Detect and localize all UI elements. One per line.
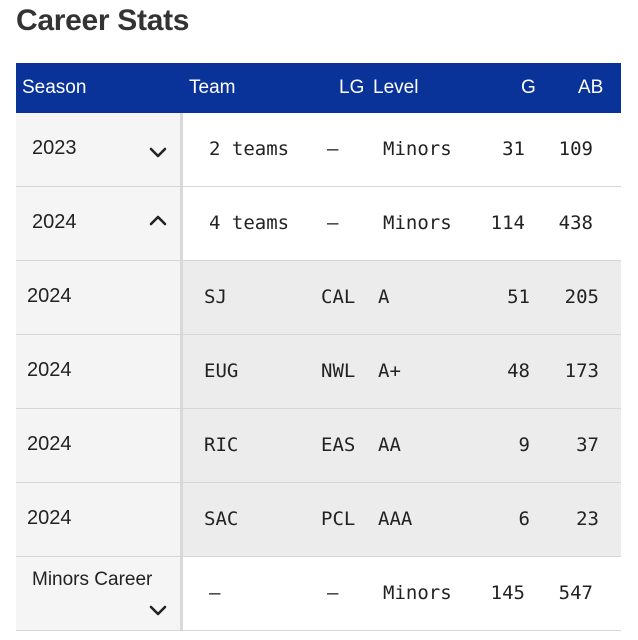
chevron-up-icon[interactable] [149, 214, 167, 226]
lg-cell: – [327, 212, 339, 234]
table-header: Season Team LG Level G AB [16, 63, 621, 113]
g-cell: 145 [490, 582, 525, 604]
ab-cell: 173 [564, 360, 599, 382]
season-cell: 2024 [16, 261, 183, 334]
level-cell: A [378, 286, 390, 308]
season-cell[interactable]: Minors Career [16, 557, 183, 630]
g-cell: 9 [518, 434, 530, 456]
chevron-down-icon[interactable] [149, 605, 167, 617]
career-stats-table: Season Team LG Level G AB 2023 2 teams –… [16, 63, 621, 631]
ab-cell: 37 [576, 434, 599, 456]
table-row: 2024 RIC EAS AA 9 37 [16, 409, 621, 483]
header-season[interactable]: Season [22, 77, 87, 98]
team-cell: 2 teams [209, 138, 290, 160]
ab-cell: 547 [558, 582, 593, 604]
season-cell[interactable]: 2023 [16, 113, 183, 186]
page-title: Career Stats [16, 4, 190, 37]
chevron-down-icon[interactable] [149, 147, 167, 159]
lg-cell: EAS [321, 434, 356, 456]
season-label: 2024 [27, 359, 72, 381]
team-cell: – [209, 582, 221, 604]
header-ab[interactable]: AB [578, 77, 604, 98]
level-cell: Minors [383, 212, 452, 234]
level-cell: A+ [378, 360, 401, 382]
level-cell: AA [378, 434, 401, 456]
header-g[interactable]: G [521, 77, 536, 98]
ab-cell: 23 [576, 508, 599, 530]
team-cell[interactable]: EUG [204, 360, 239, 382]
season-label: 2024 [27, 285, 72, 307]
team-cell[interactable]: SAC [204, 508, 239, 530]
table-row-career[interactable]: Minors Career – – Minors 145 547 [16, 557, 621, 631]
season-cell: 2024 [16, 335, 183, 408]
table-row: 2024 SJ CAL A 51 205 [16, 261, 621, 335]
season-label: 2024 [27, 433, 72, 455]
lg-cell: – [327, 138, 339, 160]
table-row[interactable]: 2024 4 teams – Minors 114 438 [16, 187, 621, 261]
lg-cell: NWL [321, 360, 356, 382]
g-cell: 114 [490, 212, 525, 234]
lg-cell: – [327, 582, 339, 604]
season-cell[interactable]: 2024 [16, 187, 183, 260]
header-lg[interactable]: LG [339, 77, 365, 98]
header-team[interactable]: Team [189, 77, 236, 98]
team-cell[interactable]: SJ [204, 286, 227, 308]
lg-cell: PCL [321, 508, 356, 530]
season-label: 2024 [27, 507, 72, 529]
season-label: 2024 [32, 211, 77, 233]
season-label: 2023 [32, 137, 77, 159]
table-row[interactable]: 2023 2 teams – Minors 31 109 [16, 113, 621, 187]
level-cell: AAA [378, 508, 413, 530]
header-level[interactable]: Level [373, 77, 419, 98]
season-label: Minors Career [32, 569, 153, 590]
lg-cell: CAL [321, 286, 356, 308]
level-cell: Minors [383, 582, 452, 604]
g-cell: 31 [502, 138, 525, 160]
g-cell: 51 [507, 286, 530, 308]
season-cell: 2024 [16, 409, 183, 482]
table-row: 2024 EUG NWL A+ 48 173 [16, 335, 621, 409]
g-cell: 6 [518, 508, 530, 530]
team-cell: 4 teams [209, 212, 290, 234]
table-row: 2024 SAC PCL AAA 6 23 [16, 483, 621, 557]
ab-cell: 205 [564, 286, 599, 308]
season-cell: 2024 [16, 483, 183, 556]
team-cell[interactable]: RIC [204, 434, 239, 456]
ab-cell: 438 [558, 212, 593, 234]
ab-cell: 109 [558, 138, 593, 160]
g-cell: 48 [507, 360, 530, 382]
level-cell: Minors [383, 138, 452, 160]
